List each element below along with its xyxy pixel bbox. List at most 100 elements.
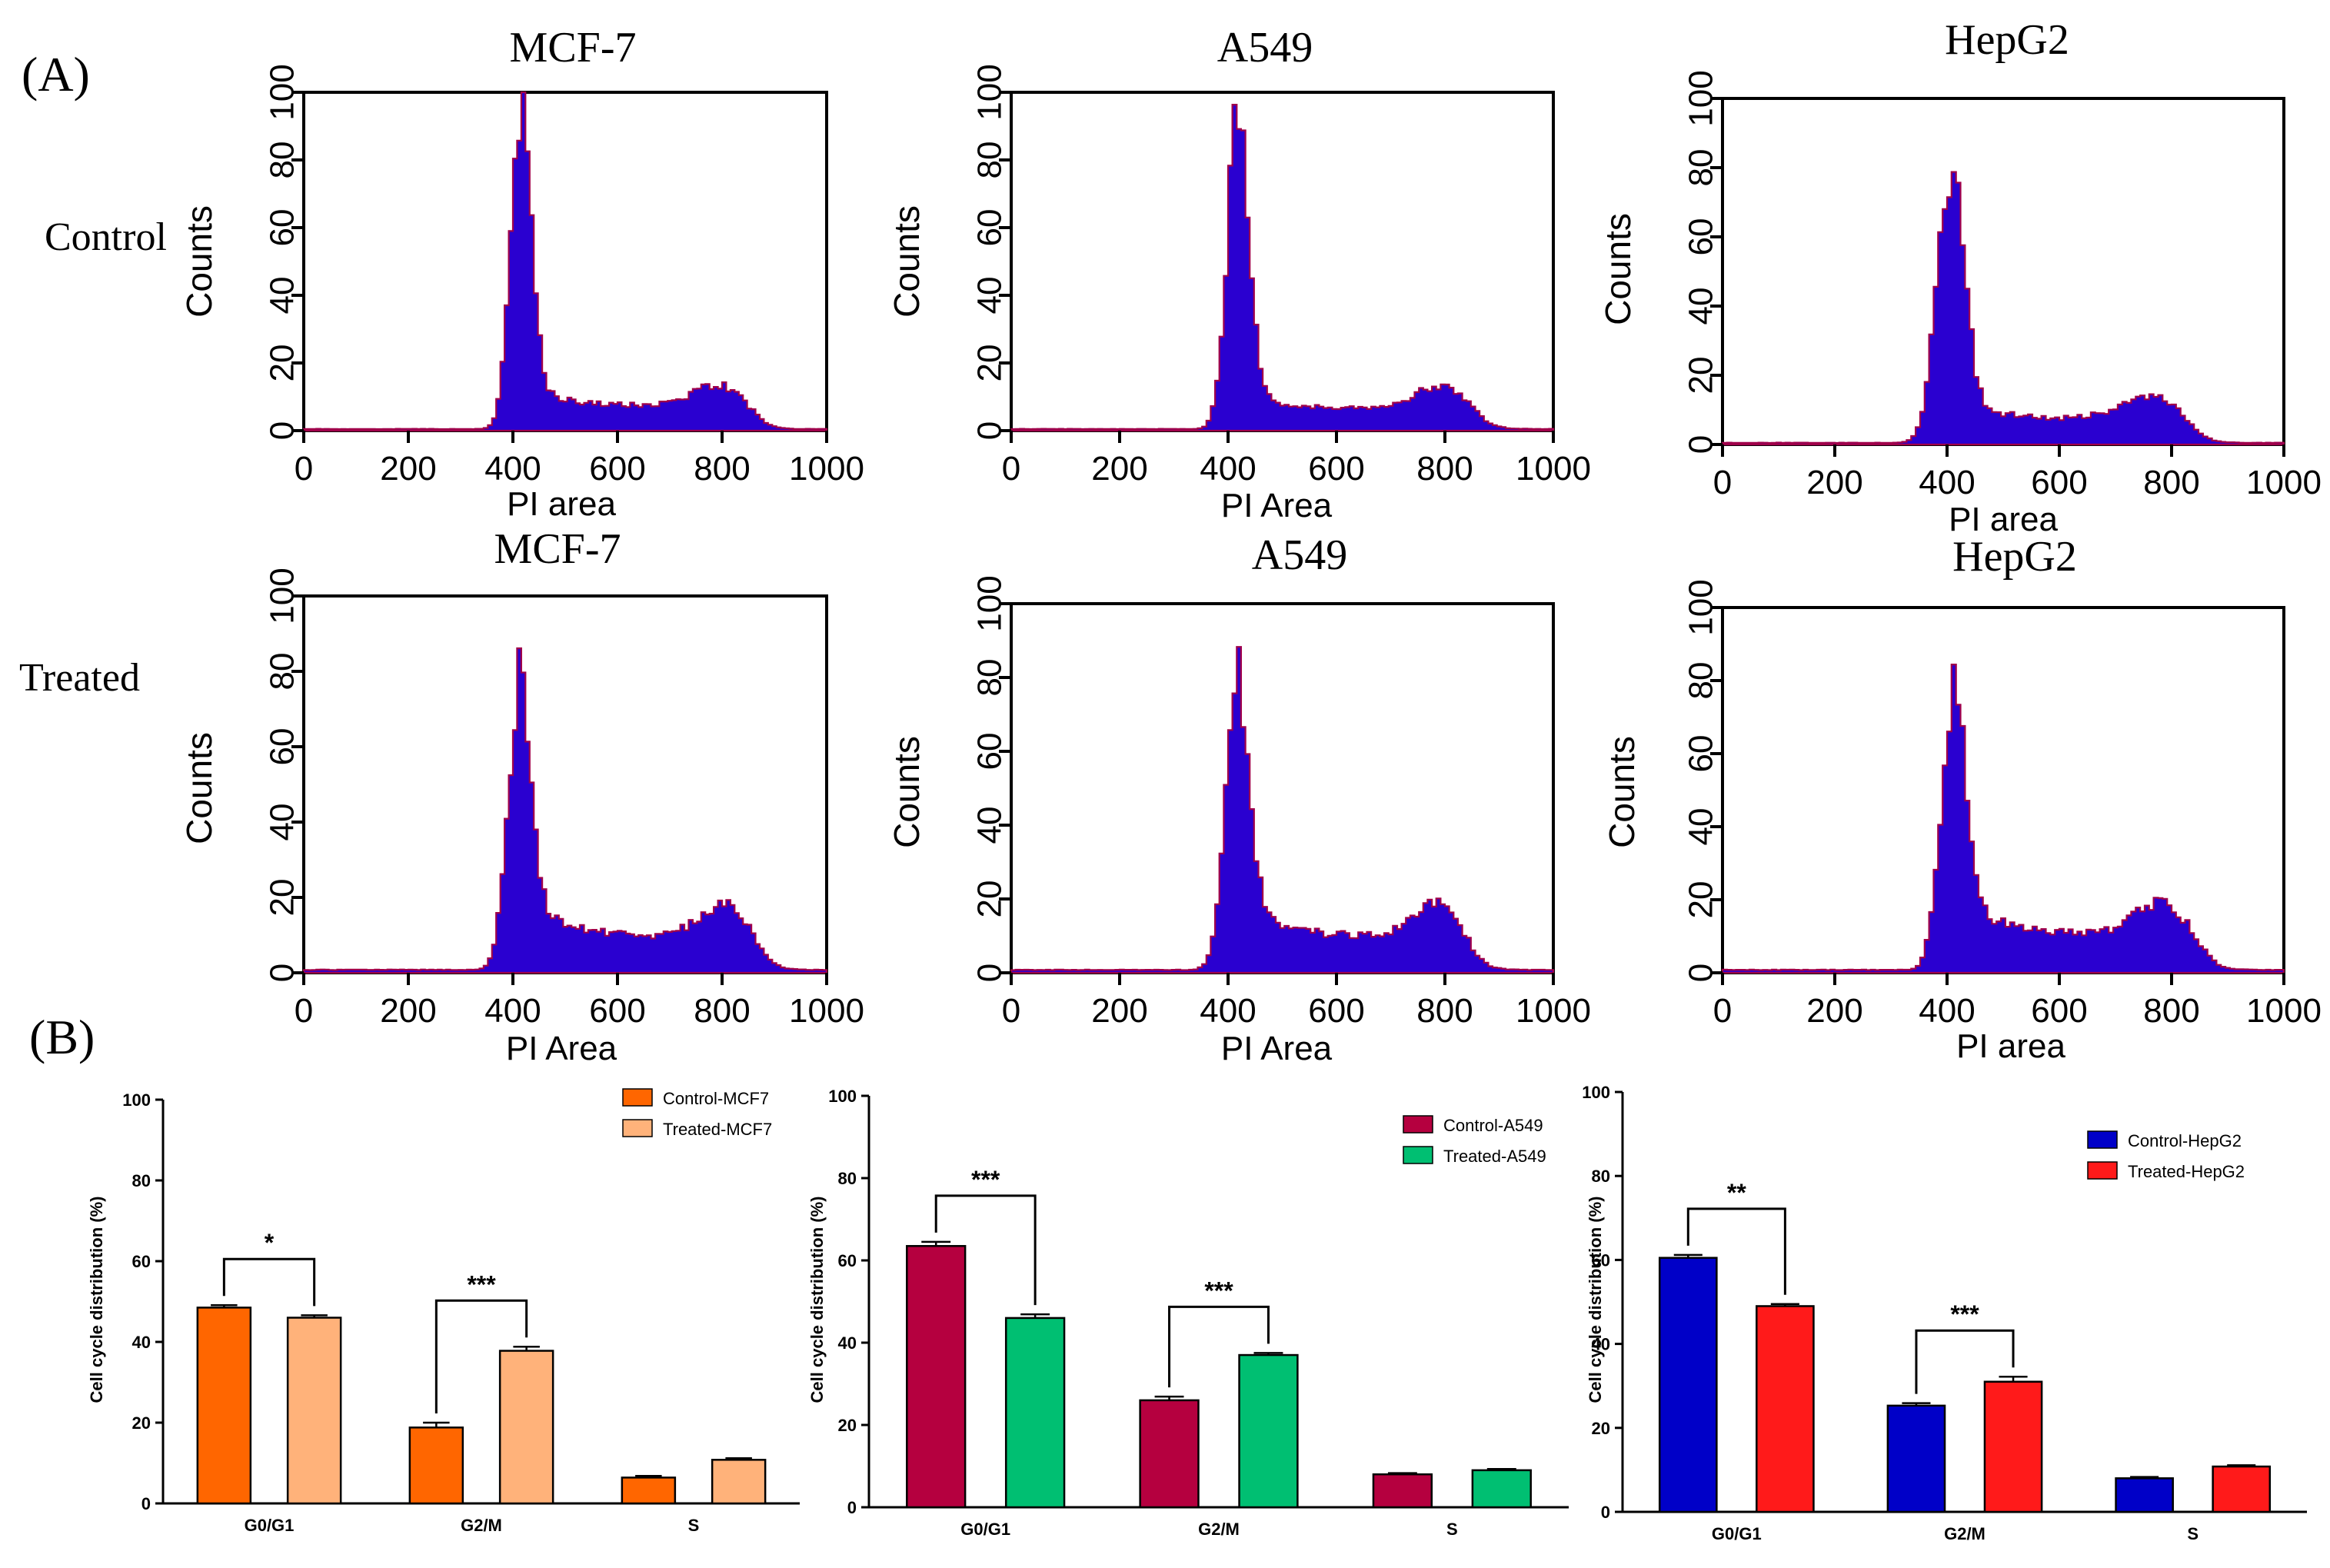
y-tick-label: 20 [264,879,301,917]
legend-swatch [2087,1130,2118,1149]
significance-bracket [1915,1329,2015,1394]
x-tick-label: 800 [2143,464,2199,501]
x-tick-label: 400 [1200,450,1256,488]
bar [1004,1317,1066,1509]
x-tick-label: 600 [1308,450,1364,488]
category-label: G2/M [1198,1520,1240,1539]
y-axis-label: Counts [179,205,219,318]
y-tick-label: 40 [1683,288,1720,325]
y-axis-label: Counts [1602,736,1642,848]
y-tick-label: 100 [1683,579,1720,635]
x-tick-label: 200 [1091,992,1147,1030]
y-tick-label: 80 [1683,149,1720,187]
chart-title: A549 [1252,531,1347,579]
category-label: G2/M [461,1516,502,1535]
bar [1658,1257,1718,1513]
y-tick-label: 0 [264,964,301,982]
bar [2115,1477,2174,1513]
y-axis-label: Counts [1598,213,1638,325]
category-label: G2/M [1944,1524,1985,1543]
legend-label: Treated-A549 [1443,1147,1546,1166]
y-tick-label: 40 [1683,808,1720,846]
y-tick-label: 0 [847,1498,857,1517]
y-tick-label: 40 [264,804,301,841]
y-axis-label: Cell cycle distribution (%) [87,1197,106,1403]
y-tick-label: 80 [838,1169,857,1188]
category-label: S [688,1516,700,1535]
legend-swatch [622,1119,653,1137]
significance-bracket [1686,1207,1786,1295]
y-tick-label: 20 [132,1413,151,1433]
bar [1471,1469,1532,1509]
y-tick-label: 20 [1683,881,1720,919]
y-tick-label: 80 [264,653,301,691]
legend-label: Treated-MCF7 [663,1120,772,1139]
x-tick-label: 1000 [789,992,864,1030]
x-tick-label: 800 [1416,450,1473,488]
x-axis-label: PI area [1956,1027,2065,1065]
bar [1756,1305,1815,1513]
y-axis-label: Counts [179,732,219,844]
significance-label: * [265,1229,275,1257]
chart-title: HepG2 [1952,533,2077,581]
x-tick-label: 400 [1200,992,1256,1030]
y-tick-label: 60 [264,209,301,247]
y-tick-label: 0 [264,421,301,440]
x-tick-label: 0 [1713,464,1732,501]
x-axis-label: PI Area [506,1030,617,1067]
y-tick-label: 0 [1683,964,1720,982]
y-tick-label: 80 [1683,662,1720,700]
x-tick-label: 800 [694,992,750,1030]
x-tick-label: 400 [484,992,541,1030]
y-tick-label: 60 [264,728,301,766]
x-tick-label: 200 [1806,992,1862,1030]
bar [1238,1353,1299,1509]
significance-bracket [1168,1305,1270,1388]
chart-title: HepG2 [1945,16,2069,64]
row-label-treated: Treated [19,656,140,700]
histogram-area [1010,646,1555,974]
significance-label: *** [1204,1277,1233,1304]
chart-title: MCF-7 [494,525,621,573]
y-tick-label: 100 [264,64,301,120]
x-tick-label: 400 [1919,992,1975,1030]
legend-swatch [1403,1115,1433,1134]
y-tick-label: 0 [141,1494,151,1513]
x-tick-label: 0 [1002,992,1020,1030]
y-tick-label: 40 [264,277,301,315]
x-tick-label: 600 [589,992,645,1030]
significance-bracket [222,1257,316,1307]
y-tick-label: 20 [1592,1419,1610,1438]
x-axis-label: PI area [507,485,616,523]
x-tick-label: 1000 [2246,992,2322,1030]
chart-title: A549 [1217,24,1313,72]
y-tick-label: 100 [1582,1083,1610,1102]
x-tick-label: 800 [2143,992,2199,1030]
y-tick-label: 60 [1683,735,1720,773]
bar [621,1476,677,1505]
y-axis-label: Cell cycle distribution (%) [1586,1197,1605,1403]
y-tick-label: 0 [1683,435,1720,454]
y-axis-label: Cell cycle distribution (%) [807,1197,827,1403]
bar [498,1350,554,1505]
x-tick-label: 0 [1002,450,1020,488]
y-tick-label: 40 [1592,1335,1610,1354]
category-label: G0/G1 [1712,1524,1762,1543]
histogram-area [302,91,828,432]
y-tick-label: 20 [1683,357,1720,394]
significance-bracket [934,1194,1037,1306]
x-tick-label: 400 [484,450,541,488]
x-tick-label: 0 [1713,992,1732,1030]
legend-label: Control-MCF7 [663,1089,769,1108]
plot-frame [1010,91,1555,432]
plot-frame [302,594,828,974]
y-tick-label: 60 [838,1251,857,1270]
x-tick-label: 200 [380,450,436,488]
y-tick-label: 100 [971,575,1009,631]
y-tick-label: 100 [264,568,301,624]
